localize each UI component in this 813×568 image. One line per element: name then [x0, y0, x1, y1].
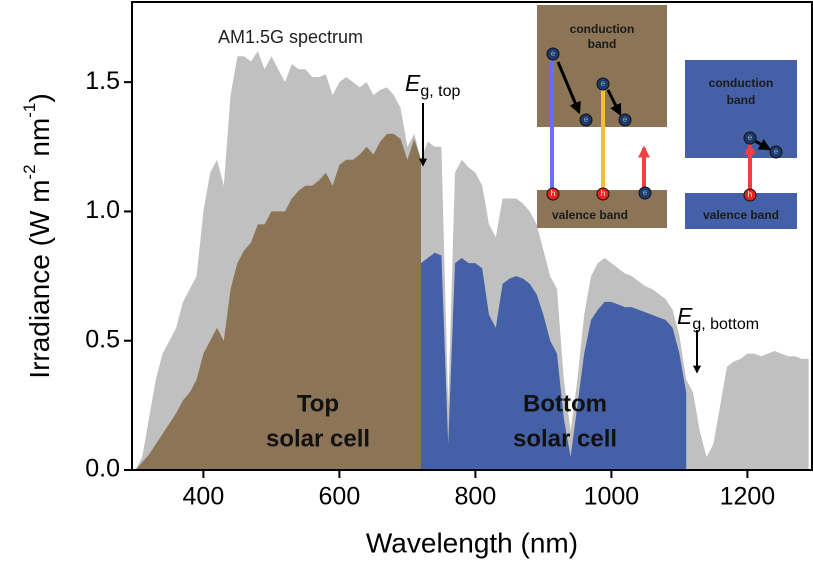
hole — [596, 187, 610, 201]
conduction-label: band — [588, 37, 617, 51]
y-axis-title-part: nm — [24, 118, 55, 165]
conduction-label: conduction — [709, 76, 774, 90]
hole — [743, 188, 757, 202]
cell-label: solar cell — [266, 425, 370, 452]
electron — [546, 47, 560, 61]
conduction-label: conduction — [570, 22, 635, 36]
y-axis-title-part: Irradiance (W m — [24, 180, 55, 379]
x-tick-label: 1200 — [720, 483, 776, 511]
x-tick-label: 800 — [455, 483, 497, 511]
hole — [546, 187, 560, 201]
transition-arrow — [754, 139, 772, 151]
conduction-label: band — [727, 93, 756, 107]
y-tick-label: 1.0 — [85, 196, 120, 224]
bandgap-subscript: g, top — [420, 83, 460, 100]
bandgap-label: Eg, bottom — [677, 303, 759, 333]
electron-label: e — [551, 49, 556, 58]
area — [421, 252, 687, 470]
band-box — [685, 60, 797, 158]
cell-label: Top — [297, 390, 339, 417]
electron — [743, 131, 757, 145]
electron-label: e — [601, 79, 606, 88]
x-tick-label: 400 — [183, 483, 225, 511]
cell-label: Bottom — [523, 390, 607, 417]
area — [135, 133, 421, 470]
transition-arrow — [556, 61, 581, 115]
y-tick-label: 1.5 — [85, 67, 120, 95]
bandgap-symbol: E — [677, 303, 693, 329]
electron-label: e — [623, 115, 628, 124]
electron — [579, 113, 593, 127]
transition-arrow — [606, 89, 622, 117]
electron — [638, 186, 652, 200]
y-axis-title-part: -1 — [20, 103, 39, 118]
plot-frame — [131, 1, 813, 471]
electron-label: e — [748, 133, 753, 142]
spectrum-label: AM1.5G spectrum — [218, 27, 363, 47]
hole-label: h — [551, 189, 555, 198]
electron — [769, 145, 783, 159]
valence-label: valence band — [703, 208, 779, 222]
electron-label: e — [774, 147, 779, 156]
electron — [618, 113, 632, 127]
x-axis-title: Wavelength (nm) — [366, 527, 578, 558]
cell-label: solar cell — [513, 425, 617, 452]
band-box — [685, 193, 797, 229]
y-axis-title-part: ) — [24, 93, 55, 102]
x-tick-label: 1000 — [584, 483, 640, 511]
electron-label: e — [584, 115, 589, 124]
valence-label: valence band — [552, 208, 628, 222]
bandgap-symbol: E — [405, 70, 421, 96]
bandgap-label: Eg, top — [405, 70, 460, 100]
hole-label: h — [748, 190, 752, 199]
hole-label: h — [601, 189, 605, 198]
y-tick-label: 0.0 — [85, 455, 120, 483]
electron — [596, 77, 610, 91]
y-axis-title-part: -2 — [20, 164, 39, 179]
electron-label: e — [643, 188, 648, 197]
x-tick-label: 600 — [319, 483, 361, 511]
y-tick-label: 0.5 — [85, 325, 120, 353]
bandgap-subscript: g, bottom — [692, 316, 759, 333]
y-axis-title: Irradiance (W m-2 nm-1) — [20, 93, 55, 378]
